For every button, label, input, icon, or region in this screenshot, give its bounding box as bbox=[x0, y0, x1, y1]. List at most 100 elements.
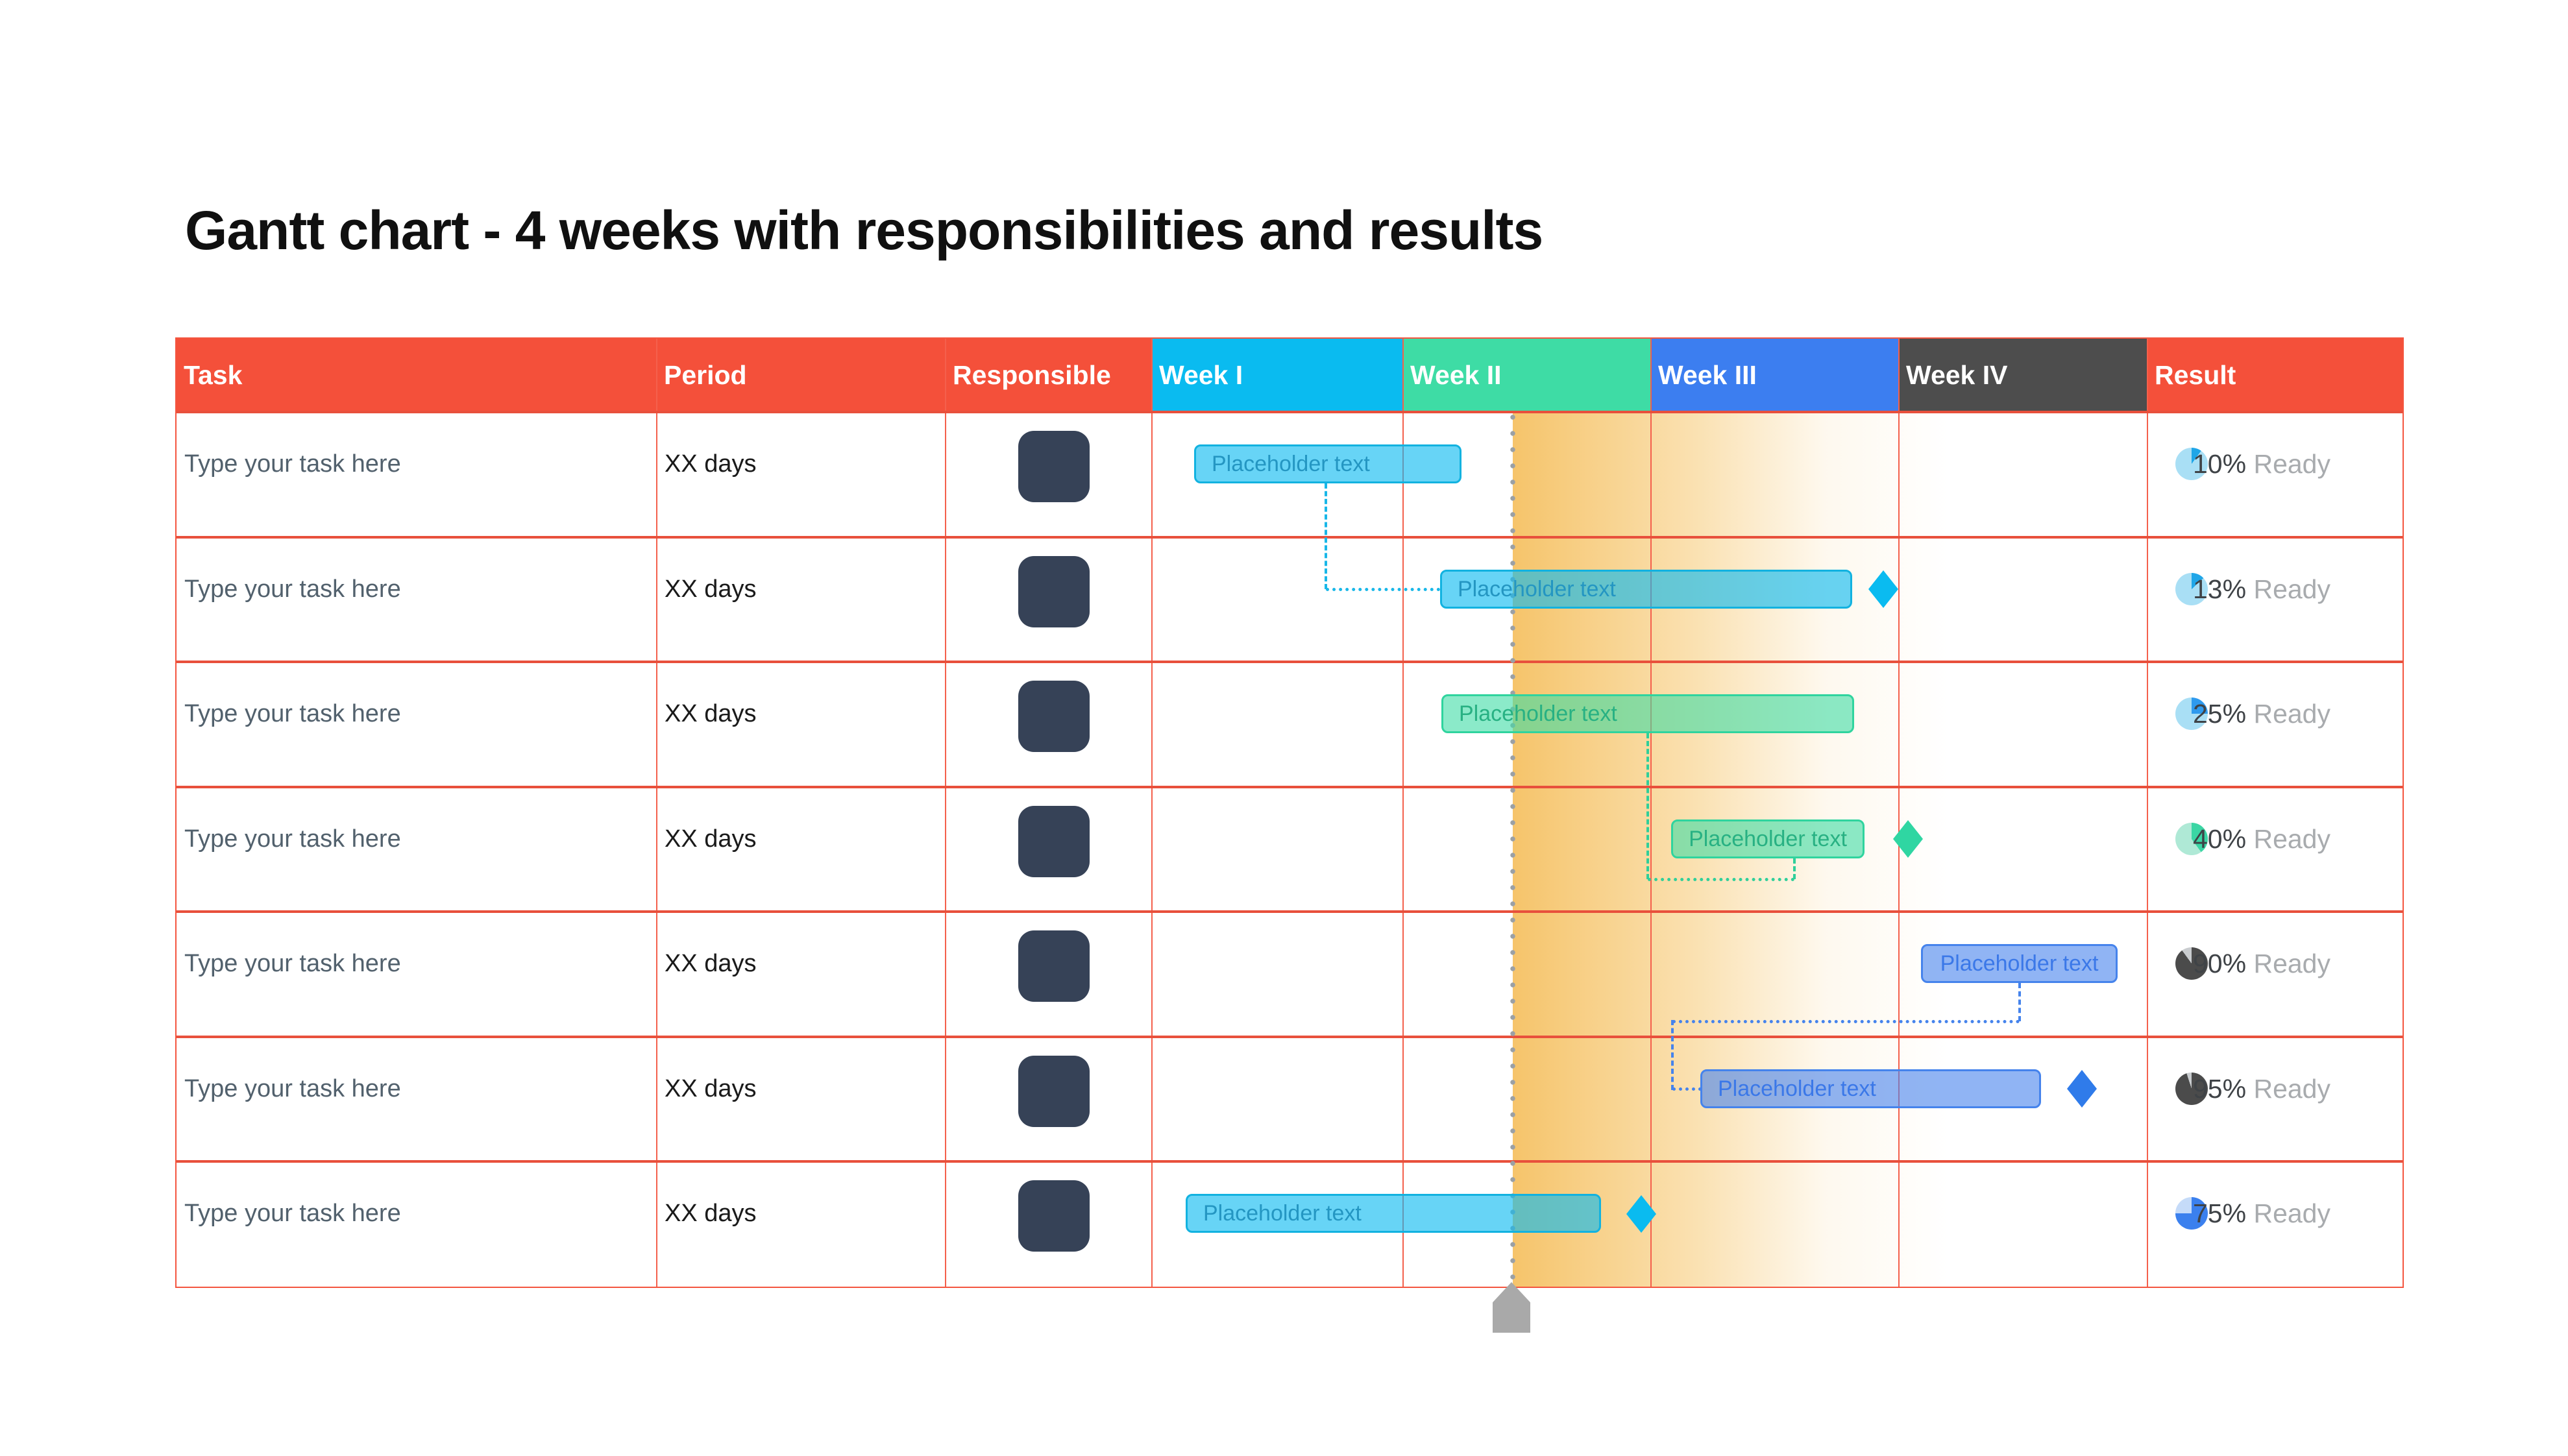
grid-line-vertical bbox=[945, 339, 946, 1287]
task-cell[interactable]: Type your task here bbox=[184, 1075, 401, 1102]
responsible-avatar[interactable] bbox=[1018, 1180, 1090, 1252]
gantt-bar[interactable]: Placeholder text bbox=[1194, 444, 1461, 483]
progress-pie-icon bbox=[2175, 1197, 2208, 1230]
period-cell[interactable]: XX days bbox=[665, 1075, 757, 1102]
grid-line-horizontal bbox=[177, 786, 2403, 788]
task-cell[interactable]: Type your task here bbox=[184, 1200, 401, 1227]
result-cell: 95% Ready bbox=[2175, 1071, 2399, 1106]
progress-pie-icon bbox=[2175, 698, 2208, 730]
dependency-connector bbox=[1672, 1087, 1702, 1091]
header-cell-task: Task bbox=[177, 339, 657, 412]
milestone-diamond-icon[interactable] bbox=[2067, 1070, 2097, 1108]
header-cell-week4: Week IV bbox=[1899, 339, 2147, 412]
task-cell[interactable]: Type your task here bbox=[184, 576, 401, 603]
grid-line-vertical bbox=[1402, 339, 1404, 1287]
progress-ready-label: Ready bbox=[2253, 1198, 2330, 1228]
task-cell[interactable]: Type your task here bbox=[184, 450, 401, 478]
page-title: Gantt chart - 4 weeks with responsibilit… bbox=[185, 200, 1543, 261]
gantt-bar-label: Placeholder text bbox=[1459, 701, 1617, 726]
dependency-connector bbox=[1648, 878, 1794, 881]
progress-pie-icon bbox=[2175, 823, 2208, 855]
grid-line-vertical bbox=[1898, 339, 1900, 1287]
period-cell[interactable]: XX days bbox=[665, 1200, 757, 1227]
grid-line-vertical bbox=[1151, 339, 1153, 1287]
progress-percent: 90% bbox=[2193, 949, 2247, 978]
grid-line-horizontal bbox=[177, 910, 2403, 913]
responsible-avatar[interactable] bbox=[1018, 431, 1090, 502]
result-cell: 10% Ready bbox=[2175, 446, 2399, 481]
gantt-bar[interactable]: Placeholder text bbox=[1700, 1069, 2041, 1108]
header-cell-responsible: Responsible bbox=[946, 339, 1152, 412]
header-label: Responsible bbox=[953, 360, 1111, 390]
header-label: Result bbox=[2155, 360, 2236, 390]
gantt-bar-label: Placeholder text bbox=[1718, 1076, 1876, 1101]
dependency-connector bbox=[1671, 1020, 1674, 1090]
gantt-bar[interactable]: Placeholder text bbox=[1441, 694, 1854, 733]
today-dotted-line bbox=[1510, 413, 1516, 1287]
header-label: Period bbox=[664, 360, 747, 390]
progress-percent: 10% bbox=[2193, 449, 2247, 479]
gantt-bar[interactable]: Placeholder text bbox=[1440, 570, 1852, 609]
progress-pie-icon bbox=[2175, 947, 2208, 980]
gantt-bar-label: Placeholder text bbox=[1689, 827, 1847, 851]
gantt-bar-label: Placeholder text bbox=[1940, 951, 2099, 976]
period-cell[interactable]: XX days bbox=[665, 700, 757, 727]
result-cell: 90% Ready bbox=[2175, 946, 2399, 981]
today-marker-handle[interactable] bbox=[1493, 1282, 1530, 1333]
progress-percent: 13% bbox=[2193, 574, 2247, 604]
grid-line-horizontal bbox=[177, 411, 2403, 413]
header-label: Week III bbox=[1658, 360, 1757, 390]
grid-line-horizontal bbox=[177, 536, 2403, 539]
progress-pie-icon bbox=[2175, 1073, 2208, 1105]
period-cell[interactable]: XX days bbox=[665, 576, 757, 603]
grid-line-vertical bbox=[1650, 339, 1652, 1287]
dependency-connector bbox=[1325, 483, 1327, 589]
task-cell[interactable]: Type your task here bbox=[184, 950, 401, 977]
header-cell-week1: Week I bbox=[1152, 339, 1403, 412]
header-cell-week3: Week III bbox=[1651, 339, 1899, 412]
gantt-bar-label: Placeholder text bbox=[1203, 1201, 1362, 1226]
gantt-bar[interactable]: Placeholder text bbox=[1921, 944, 2118, 983]
gantt-bar[interactable]: Placeholder text bbox=[1186, 1194, 1601, 1233]
progress-percent: 75% bbox=[2193, 1198, 2247, 1228]
header-cell-result: Result bbox=[2147, 339, 2403, 412]
progress-ready-label: Ready bbox=[2253, 449, 2330, 479]
period-cell[interactable]: XX days bbox=[665, 825, 757, 853]
grid-line-horizontal bbox=[177, 1160, 2403, 1163]
responsible-avatar[interactable] bbox=[1018, 1056, 1090, 1127]
progress-ready-label: Ready bbox=[2253, 1074, 2330, 1104]
progress-ready-label: Ready bbox=[2253, 699, 2330, 729]
progress-pie-icon bbox=[2175, 448, 2208, 480]
responsible-avatar[interactable] bbox=[1018, 930, 1090, 1002]
result-cell: 75% Ready bbox=[2175, 1196, 2399, 1231]
period-cell[interactable]: XX days bbox=[665, 450, 757, 478]
responsible-avatar[interactable] bbox=[1018, 556, 1090, 627]
header-label: Task bbox=[184, 360, 243, 390]
dependency-connector bbox=[1672, 1020, 2020, 1023]
responsible-avatar[interactable] bbox=[1018, 806, 1090, 877]
dependency-connector bbox=[1793, 858, 1796, 879]
dependency-connector bbox=[1326, 588, 1440, 591]
gantt-table: Task Period Responsible Week I Week II W… bbox=[175, 337, 2404, 1288]
progress-ready-label: Ready bbox=[2253, 949, 2330, 978]
gantt-bar[interactable]: Placeholder text bbox=[1671, 819, 1865, 858]
header-cell-period: Period bbox=[657, 339, 946, 412]
task-cell[interactable]: Type your task here bbox=[184, 700, 401, 727]
gantt-bar-label: Placeholder text bbox=[1212, 452, 1370, 476]
header-label: Week IV bbox=[1906, 360, 2008, 390]
grid-line-vertical bbox=[656, 339, 657, 1287]
period-cell[interactable]: XX days bbox=[665, 950, 757, 977]
progress-percent: 25% bbox=[2193, 699, 2247, 729]
progress-percent: 40% bbox=[2193, 824, 2247, 854]
header-label: Week I bbox=[1159, 360, 1243, 390]
dependency-connector bbox=[1646, 733, 1649, 879]
header-cell-week2: Week II bbox=[1403, 339, 1651, 412]
result-cell: 13% Ready bbox=[2175, 572, 2399, 607]
grid-line-vertical bbox=[2147, 339, 2148, 1287]
task-cell[interactable]: Type your task here bbox=[184, 825, 401, 853]
dependency-connector bbox=[2018, 983, 2021, 1021]
responsible-avatar[interactable] bbox=[1018, 681, 1090, 752]
progress-ready-label: Ready bbox=[2253, 824, 2330, 854]
progress-ready-label: Ready bbox=[2253, 574, 2330, 604]
header-label: Week II bbox=[1410, 360, 1502, 390]
